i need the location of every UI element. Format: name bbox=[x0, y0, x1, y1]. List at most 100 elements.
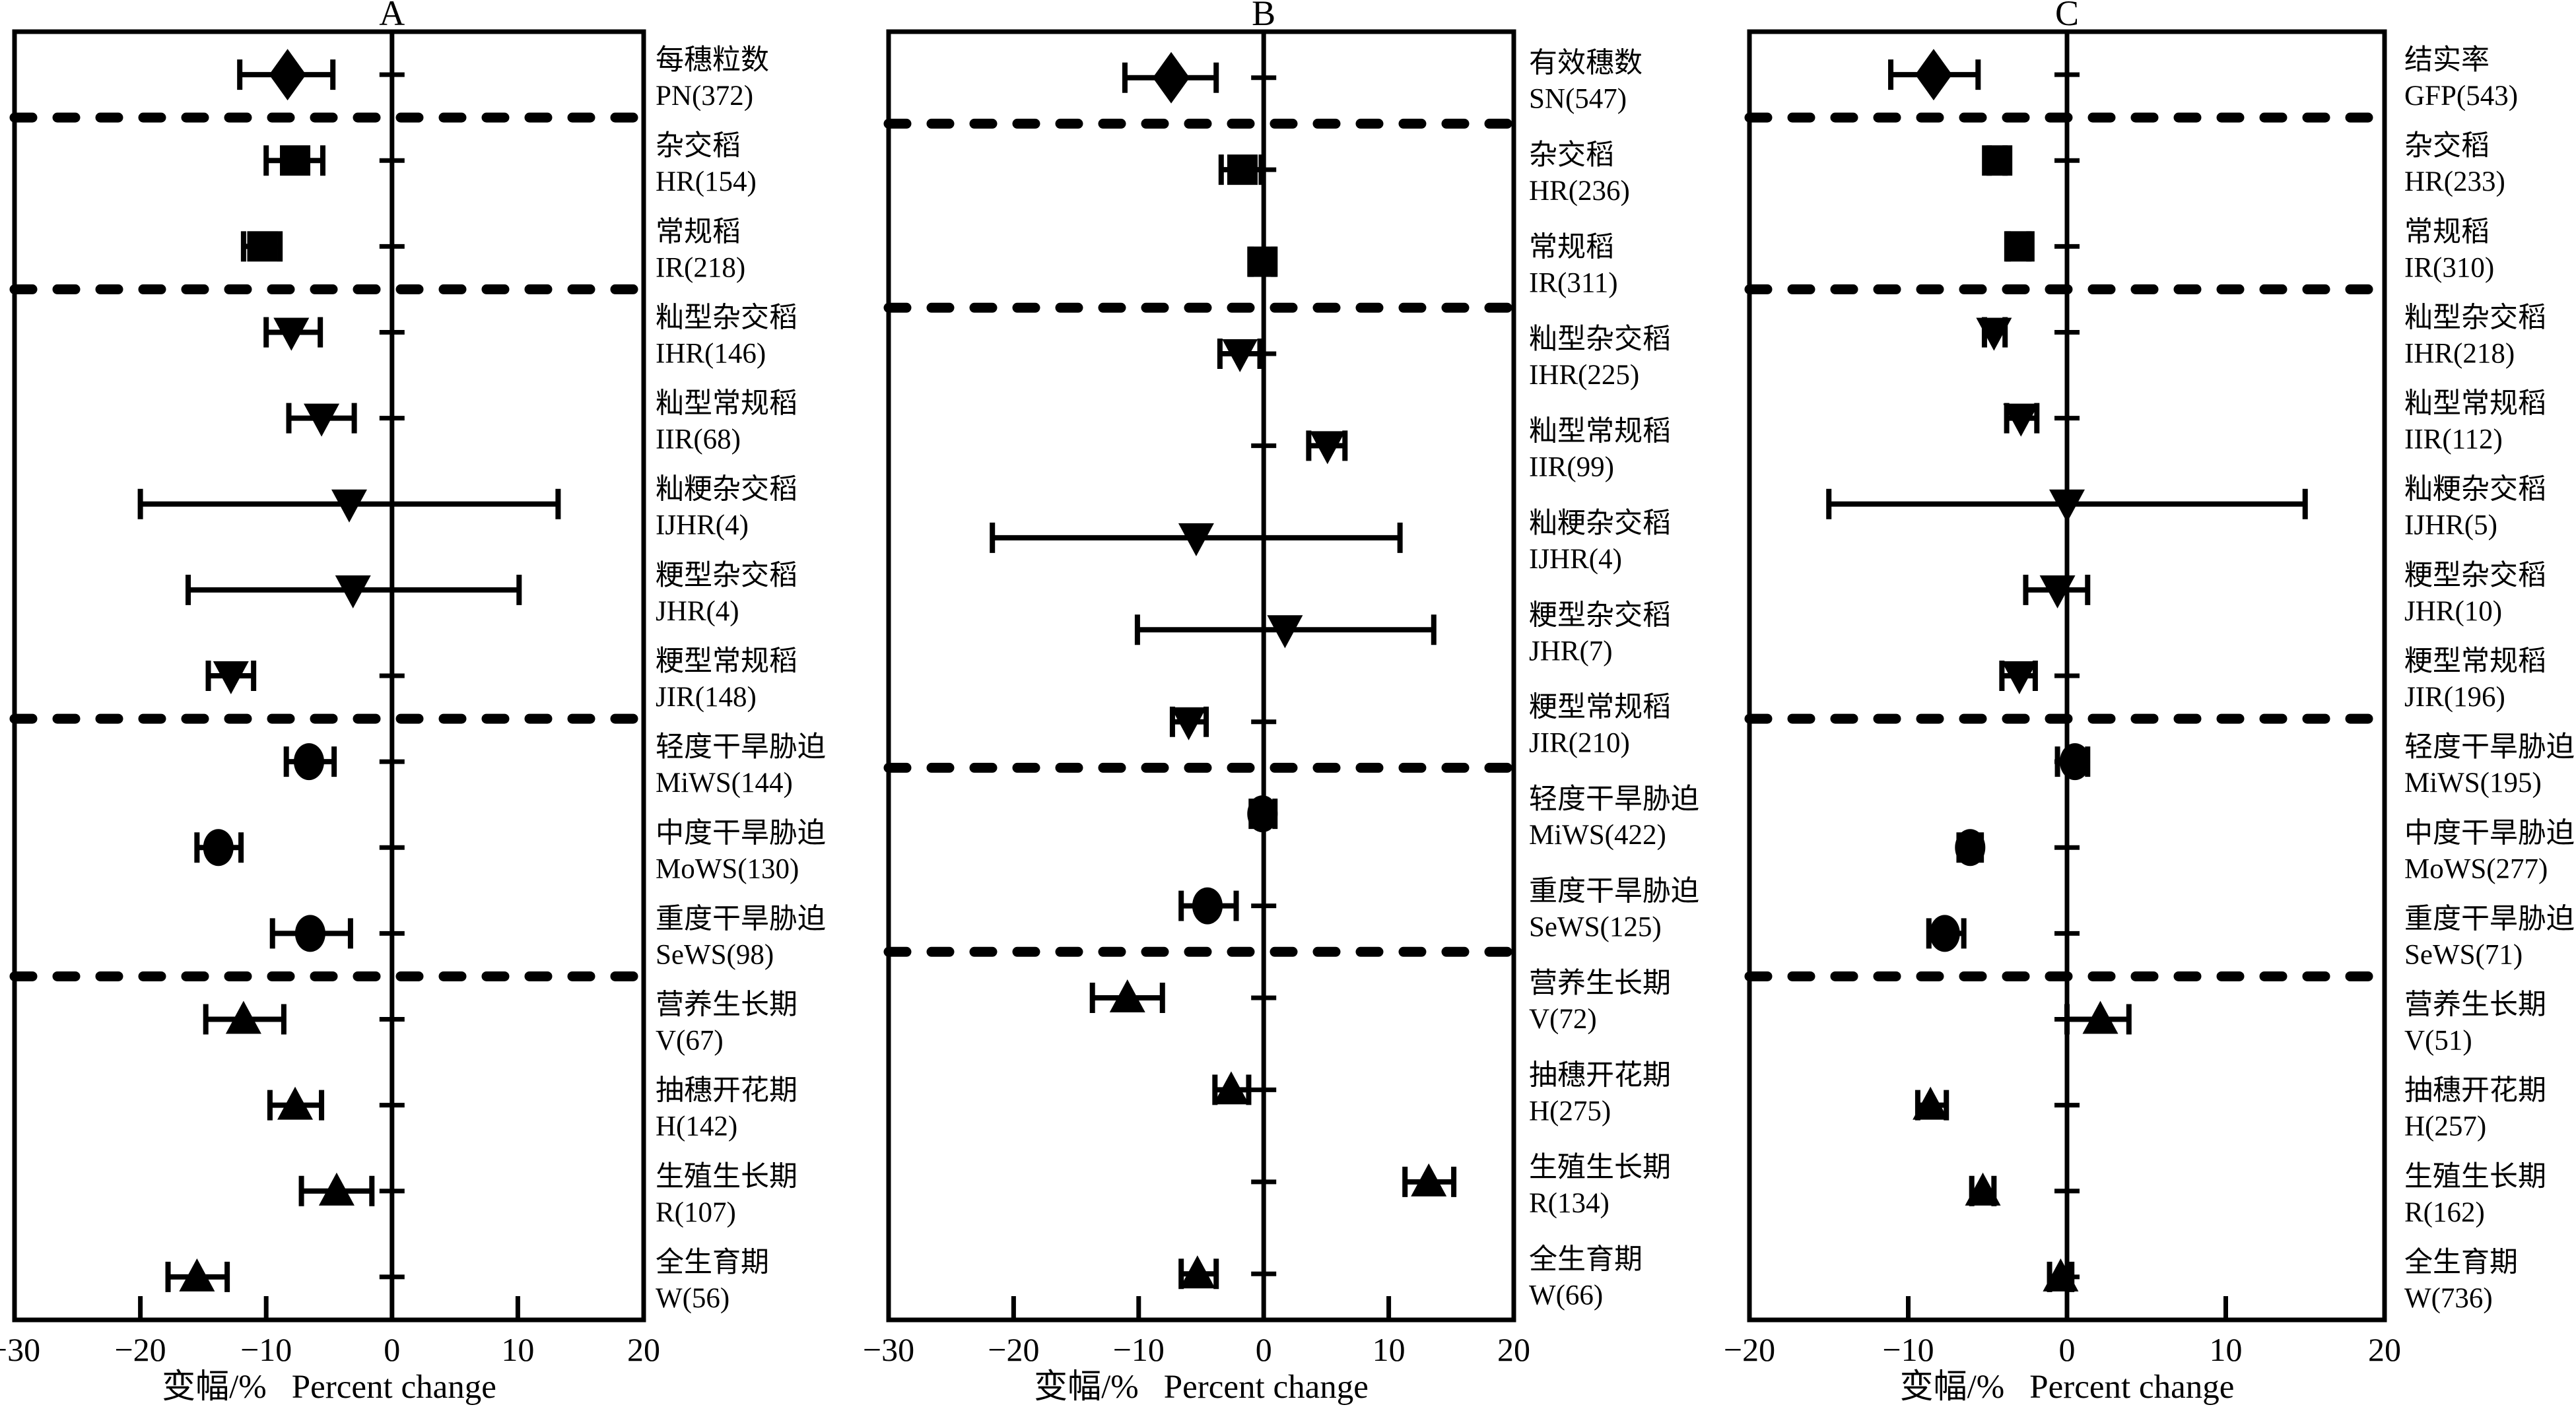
row-label-zh: 粳型杂交稻 bbox=[2404, 560, 2546, 591]
row-label-zh: 营养生长期 bbox=[1529, 967, 1671, 999]
row-label-code: MoWS(277) bbox=[2404, 853, 2548, 884]
row-label-code: IR(218) bbox=[656, 252, 745, 283]
row-label-code: PN(372) bbox=[656, 81, 753, 112]
row-label-code: SeWS(125) bbox=[1529, 912, 1662, 943]
row-label-code: JIR(210) bbox=[1529, 728, 1630, 759]
panel-C-row-GFP543: 结实率 GFP(543) bbox=[1888, 44, 2518, 112]
panel-C-xtick-label: −20 bbox=[1724, 1331, 1775, 1368]
panel-B-xtick-label: 20 bbox=[1497, 1331, 1530, 1368]
marker-circle bbox=[1955, 829, 1986, 867]
row-label-zh: 粳型常规稻 bbox=[1529, 692, 1671, 723]
marker-square bbox=[1227, 154, 1258, 185]
panel-B-xtick-label: 10 bbox=[1373, 1331, 1406, 1368]
marker-triangle-up bbox=[1411, 1163, 1447, 1196]
row-label-code: IIR(68) bbox=[656, 424, 741, 455]
panel-A-frame bbox=[12, 29, 646, 1323]
panel-C-row-V51: 营养生长期 V(51) bbox=[2054, 989, 2546, 1057]
row-label-code: JHR(10) bbox=[2404, 596, 2502, 627]
panel-A-row-IJHR4: 籼粳杂交稻 IJHR(4) bbox=[137, 474, 797, 541]
row-label-zh: 籼型杂交稻 bbox=[2404, 302, 2546, 333]
row-label-code: HR(236) bbox=[1529, 176, 1630, 207]
panel-A-xtick-label: −10 bbox=[240, 1331, 292, 1368]
row-label-zh: 籼型常规稻 bbox=[656, 389, 797, 420]
row-label-zh: 粳型杂交稻 bbox=[1529, 599, 1671, 631]
panel-B-row-IR311: 常规稻 IR(311) bbox=[1247, 232, 1618, 299]
row-label-zh: 营养生长期 bbox=[2404, 989, 2546, 1021]
row-label-zh: 粳型杂交稻 bbox=[656, 560, 797, 591]
panel-B: −30 −20 −10 0 10 20 变幅/% Percent change B 有效穗数 SN(… bbox=[863, 0, 1699, 1406]
panel-A-xtick-label: 0 bbox=[384, 1331, 400, 1368]
row-label-zh: 结实率 bbox=[2404, 44, 2490, 76]
marker-triangle-up bbox=[1965, 1172, 2001, 1206]
row-label-code: SN(547) bbox=[1529, 84, 1627, 115]
row-label-code: MoWS(130) bbox=[656, 853, 799, 884]
marker-square bbox=[1247, 246, 1278, 277]
row-label-zh: 杂交稻 bbox=[656, 130, 741, 162]
panel-C-row-JIR196: 粳型常规稻 JIR(196) bbox=[1999, 646, 2546, 713]
panel-C-row-R162: 生殖生长期 R(162) bbox=[1965, 1162, 2546, 1228]
panel-C-row-IJHR5: 籼粳杂交稻 IJHR(5) bbox=[1826, 474, 2546, 541]
panel-A-row-R107: 生殖生长期 R(107) bbox=[298, 1162, 797, 1228]
row-label-code: JHR(4) bbox=[656, 596, 739, 627]
panel-A-row-MiWS144: 轻度干旱胁迫 MiWS(144) bbox=[283, 732, 826, 799]
panel-A-row-IHR146: 籼型杂交稻 IHR(146) bbox=[263, 302, 797, 369]
row-label-zh: 中度干旱胁迫 bbox=[656, 818, 826, 849]
panel-C-row-MiWS195: 轻度干旱胁迫 MiWS(195) bbox=[2054, 732, 2575, 799]
row-label-code: MiWS(195) bbox=[2404, 768, 2542, 799]
marker-triangle-up bbox=[318, 1172, 355, 1206]
xaxis-title-en: Percent change bbox=[1164, 1369, 1369, 1406]
xaxis-title-zh: 变幅/% bbox=[162, 1369, 267, 1406]
row-label-zh: 每穗粒数 bbox=[656, 45, 769, 76]
panel-B-row-SeWS125: 重度干旱胁迫 SeWS(125) bbox=[1178, 876, 1699, 943]
panel-C-row-IR310: 常规稻 IR(310) bbox=[2004, 216, 2494, 283]
marker-triangle-down bbox=[1222, 339, 1258, 372]
row-label-code: JIR(148) bbox=[656, 682, 757, 713]
row-label-zh: 常规稻 bbox=[1529, 232, 1614, 263]
row-label-code: IHR(225) bbox=[1529, 360, 1639, 391]
marker-triangle-up bbox=[2043, 1258, 2079, 1292]
row-label-code: H(257) bbox=[2404, 1111, 2486, 1142]
marker-triangle-down bbox=[1267, 615, 1303, 649]
row-label-code: IR(310) bbox=[2404, 252, 2494, 283]
panel-A-xtick-label: −20 bbox=[114, 1331, 166, 1368]
panel-C-row-MoWS277: 中度干旱胁迫 MoWS(277) bbox=[1955, 818, 2575, 884]
panel-C-xaxis-title: 变幅/% Percent change bbox=[1900, 1369, 2235, 1406]
panel-C-xtick-label: 20 bbox=[2368, 1331, 2401, 1368]
panel-B-row-H275: 抽穗开花期 H(275) bbox=[1212, 1060, 1671, 1127]
row-label-code: R(134) bbox=[1529, 1188, 1610, 1219]
row-label-code: IJHR(4) bbox=[656, 510, 749, 541]
marker-triangle-up bbox=[1179, 1255, 1215, 1289]
marker-triangle-down bbox=[1309, 431, 1345, 465]
row-label-zh: 全生育期 bbox=[1529, 1243, 1643, 1275]
panel-B-xtick-label: −10 bbox=[1113, 1331, 1165, 1368]
row-label-code: MiWS(422) bbox=[1529, 820, 1666, 851]
panel-A-xtick-label: −30 bbox=[0, 1331, 40, 1368]
panel-title-C: C bbox=[2055, 0, 2079, 33]
panel-C-xtick-label: 10 bbox=[2210, 1331, 2243, 1368]
panel-C-row-H257: 抽穗开花期 H(257) bbox=[1913, 1076, 2546, 1142]
panel-A-xaxis-title: 变幅/% Percent change bbox=[162, 1369, 496, 1406]
row-label-code: R(107) bbox=[656, 1197, 736, 1228]
row-label-zh: 轻度干旱胁迫 bbox=[2404, 732, 2575, 763]
marker-triangle-down bbox=[304, 403, 340, 437]
marker-square bbox=[2004, 231, 2035, 262]
row-label-zh: 轻度干旱胁迫 bbox=[656, 732, 826, 763]
row-label-code: SeWS(71) bbox=[2404, 939, 2523, 970]
row-label-zh: 籼型杂交稻 bbox=[1529, 323, 1671, 355]
row-label-code: W(66) bbox=[1529, 1280, 1603, 1311]
panel-C-row-W736: 全生育期 W(736) bbox=[2043, 1247, 2518, 1314]
row-label-zh: 生殖生长期 bbox=[2404, 1162, 2546, 1193]
row-label-code: IIR(112) bbox=[2404, 424, 2503, 455]
panel-B-row-HR236: 杂交稻 HR(236) bbox=[1218, 139, 1630, 207]
marker-circle bbox=[1247, 795, 1278, 833]
row-label-code: IJHR(5) bbox=[2404, 510, 2497, 541]
row-label-code: MiWS(144) bbox=[656, 768, 793, 799]
marker-triangle-up bbox=[277, 1086, 314, 1120]
marker-circle bbox=[2060, 743, 2091, 781]
marker-triangle-down bbox=[2001, 661, 2037, 694]
row-label-zh: 全生育期 bbox=[656, 1247, 769, 1278]
marker-triangle-down bbox=[2003, 403, 2039, 437]
marker-triangle-down bbox=[331, 489, 367, 523]
row-label-zh: 粳型常规稻 bbox=[2404, 646, 2546, 677]
